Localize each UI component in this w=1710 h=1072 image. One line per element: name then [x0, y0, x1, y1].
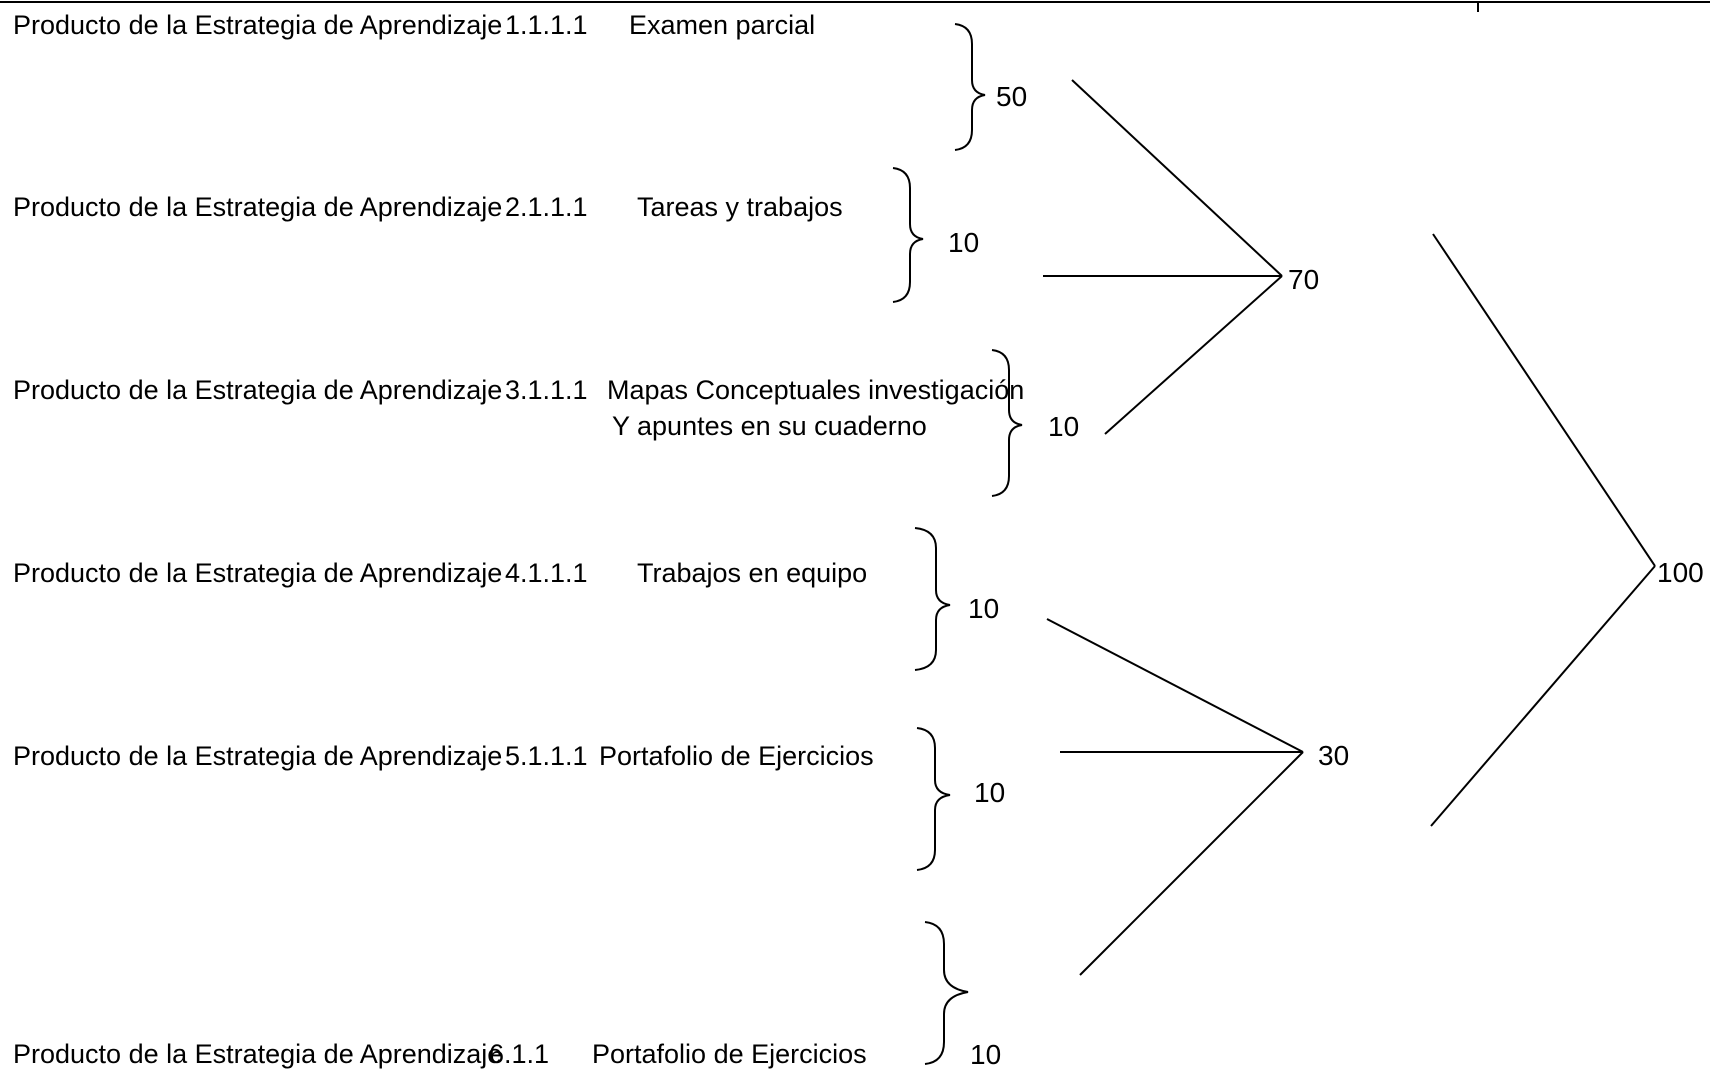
product-prefix: Producto de la Estrategia de Aprendizaje — [13, 741, 502, 771]
product-value: 10 — [970, 1039, 1001, 1070]
product-row: Producto de la Estrategia de Aprendizaje… — [13, 1039, 867, 1069]
product-value: 10 — [948, 227, 979, 258]
curly-brace — [916, 727, 951, 871]
product-value: 10 — [968, 593, 999, 624]
product-value: 10 — [1048, 411, 1079, 442]
product-activity: Portafolio de Ejercicios — [599, 741, 874, 771]
subtotal-value: 70 — [1288, 264, 1319, 295]
product-row: Producto de la Estrategia de Aprendizaje… — [13, 192, 843, 222]
connector-line — [1046, 618, 1304, 753]
product-code: 2.1.1.1 — [505, 192, 588, 222]
product-code: 5.1.1.1 — [505, 741, 588, 771]
product-activity-line2: Y apuntes en su cuaderno — [612, 411, 927, 441]
product-activity: Mapas Conceptuales investigación — [607, 375, 1024, 405]
product-value: 50 — [996, 81, 1027, 112]
product-activity: Tareas y trabajos — [637, 192, 843, 222]
connector-line — [1079, 751, 1304, 976]
connector-line — [1071, 79, 1283, 277]
product-activity: Trabajos en equipo — [637, 558, 867, 588]
product-prefix: Producto de la Estrategia de Aprendizaje — [13, 375, 502, 405]
product-prefix: Producto de la Estrategia de Aprendizaje — [13, 1039, 502, 1069]
product-prefix: Producto de la Estrategia de Aprendizaje — [13, 10, 502, 40]
product-activity: Portafolio de Ejercicios — [592, 1039, 867, 1069]
total-value: 100 — [1657, 557, 1704, 588]
curly-brace — [924, 921, 969, 1065]
product-row: Producto de la Estrategia de Aprendizaje… — [13, 10, 815, 40]
curly-brace — [954, 23, 986, 151]
product-code: 3.1.1.1 — [505, 375, 588, 405]
product-row: Producto de la Estrategia de Aprendizaje… — [13, 741, 874, 771]
product-row: Producto de la Estrategia de Aprendizaje… — [13, 375, 1024, 441]
product-code: 4.1.1.1 — [505, 558, 588, 588]
curly-brace — [914, 527, 951, 671]
connector-line — [1104, 275, 1283, 435]
curly-brace — [892, 167, 924, 303]
subtotal-value: 30 — [1318, 740, 1349, 771]
product-prefix: Producto de la Estrategia de Aprendizaje — [13, 192, 502, 222]
connector-line — [1432, 233, 1656, 567]
product-prefix: Producto de la Estrategia de Aprendizaje — [13, 558, 502, 588]
curly-brace — [991, 349, 1023, 497]
product-code: 6.1.1 — [489, 1039, 549, 1069]
connector-line — [1430, 565, 1656, 827]
product-activity: Examen parcial — [629, 10, 815, 40]
product-row: Producto de la Estrategia de Aprendizaje… — [13, 558, 867, 588]
product-value: 10 — [974, 777, 1005, 808]
product-code: 1.1.1.1 — [505, 10, 588, 40]
